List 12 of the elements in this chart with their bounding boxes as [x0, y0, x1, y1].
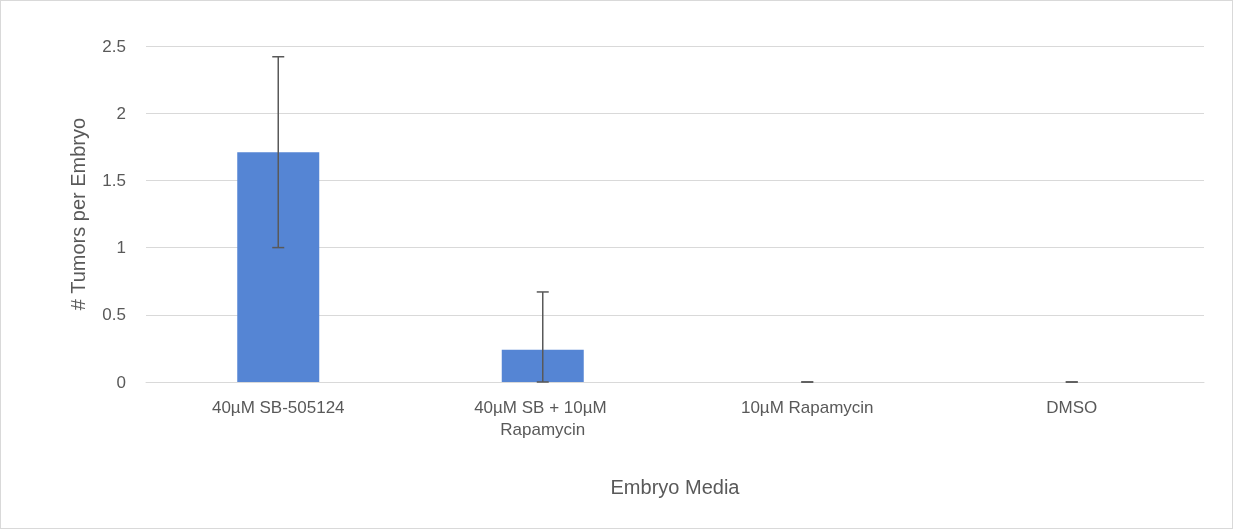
- x-tick-label: 10µM Rapamycin: [740, 397, 874, 417]
- y-tick-label: 1: [116, 238, 126, 258]
- x-axis-title: Embryo Media: [610, 476, 741, 498]
- y-tick-label: 0.5: [102, 305, 126, 325]
- y-axis-title: # Tumors per Embryo: [67, 117, 89, 311]
- x-tick-label: 40µM SB + 10µM Rapamycin: [474, 397, 612, 439]
- x-tick-label: 40µM SB-505124: [211, 397, 345, 417]
- y-tick-label: 1.5: [102, 170, 126, 190]
- y-tick-label: 2.5: [102, 36, 126, 56]
- x-tick-label: DMSO: [1046, 397, 1098, 417]
- y-tick-label: 2: [116, 103, 126, 123]
- y-tick-label: 0: [116, 372, 126, 392]
